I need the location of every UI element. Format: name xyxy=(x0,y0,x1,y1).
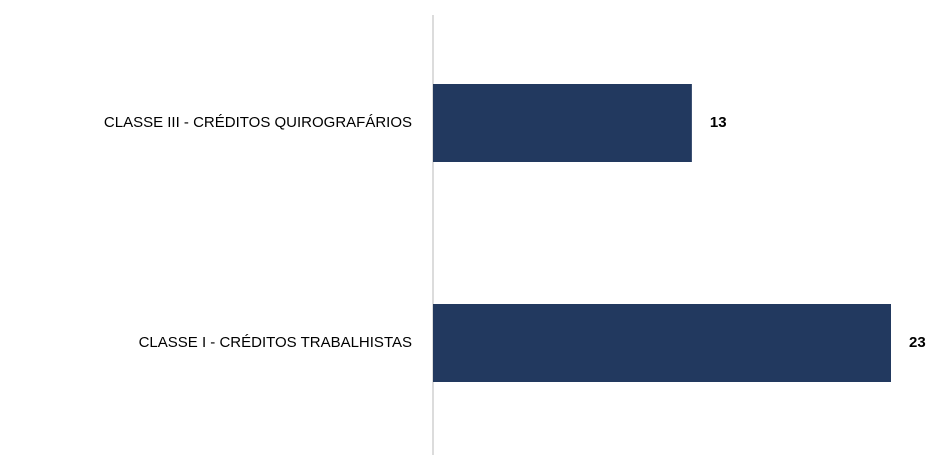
bar xyxy=(433,304,891,382)
value-label: 23 xyxy=(909,334,926,351)
category-label: CLASSE III - CRÉDITOS QUIROGRAFÁRIOS xyxy=(104,114,412,131)
value-label: 13 xyxy=(710,114,727,131)
category-label: CLASSE I - CRÉDITOS TRABALHISTAS xyxy=(139,334,412,351)
bar xyxy=(433,84,692,162)
